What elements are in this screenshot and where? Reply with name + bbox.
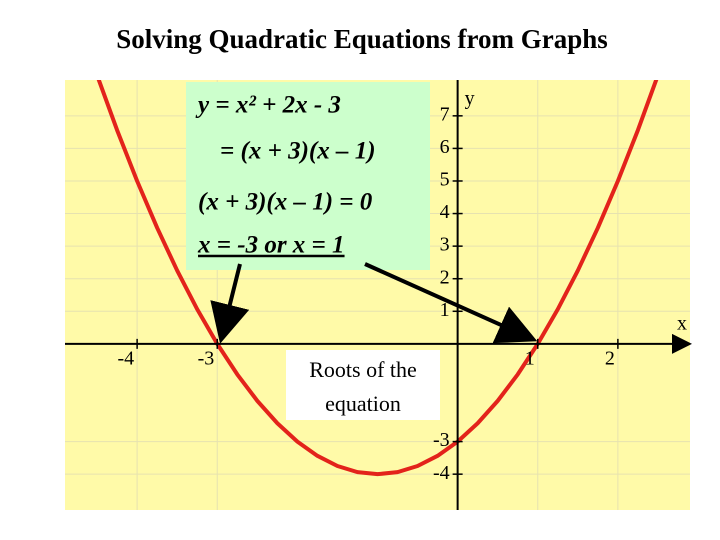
y-axis-label: y (465, 88, 475, 110)
curve (96, 80, 659, 477)
equation-line: y = x² + 2x - 3 (195, 92, 341, 119)
equation-line: (x + 3)(x – 1) = 0 (198, 189, 373, 216)
x-tick-label: 1 (525, 347, 535, 369)
x-tick-label: -4 (117, 347, 134, 369)
y-tick-label: 5 (440, 169, 450, 191)
equation-box (186, 82, 430, 270)
y-tick-label: 2 (440, 266, 450, 288)
y-tick-label: 7 (440, 103, 450, 125)
y-tick-label: 4 (440, 201, 450, 223)
equation-line: = (x + 3)(x – 1) (220, 138, 376, 165)
y-tick-label: -3 (433, 429, 450, 451)
x-axis-label: x (677, 312, 687, 334)
y-tick-label: 6 (440, 136, 450, 158)
root-arrow (210, 263, 250, 344)
solution-line: x = -3 or x = 1 (197, 232, 345, 259)
roots-note: Roots of the (309, 357, 417, 382)
root-arrow (364, 262, 538, 344)
x-tick-label: -3 (198, 347, 215, 369)
slide-title: Solving Quadratic Equations from Graphs (116, 24, 608, 54)
roots-box (286, 350, 440, 420)
y-tick-label: 1 (440, 299, 450, 321)
y-tick-label: -4 (433, 462, 450, 484)
x-tick-label: 2 (605, 347, 615, 369)
roots-note: equation (325, 391, 401, 416)
y-tick-label: 3 (440, 234, 450, 256)
